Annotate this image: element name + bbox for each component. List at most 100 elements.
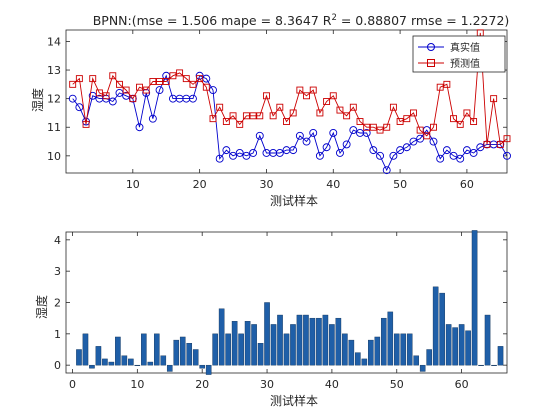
bar — [329, 324, 335, 366]
data-point-actual — [215, 154, 224, 163]
bottom-x-tick-label: 40 — [325, 378, 339, 391]
data-point-predicted — [483, 140, 491, 148]
bar — [238, 333, 244, 366]
data-point-predicted — [142, 86, 150, 94]
data-point-predicted — [423, 132, 431, 140]
data-point-actual — [469, 149, 478, 157]
bar — [173, 339, 180, 366]
top-y-tick-label: 12 — [47, 93, 61, 106]
data-point-predicted — [416, 126, 424, 134]
bar — [134, 364, 141, 366]
bar — [82, 333, 89, 366]
bar — [432, 286, 439, 366]
data-point-predicted — [410, 109, 417, 117]
data-point-predicted — [249, 112, 257, 120]
top-y-tick-label: 10 — [47, 150, 61, 163]
data-point-predicted — [95, 89, 103, 97]
data-point-predicted — [216, 103, 224, 111]
bar — [348, 339, 355, 366]
bar — [303, 314, 309, 366]
bottom-bar-chart: 测试样本 湿度 0 10 20 30 40 50 60 0 1 2 3 4 — [34, 230, 508, 408]
data-point-actual — [75, 103, 84, 112]
data-point-predicted — [89, 75, 97, 83]
data-point-predicted — [450, 115, 457, 123]
data-point-predicted — [363, 123, 371, 131]
bar — [257, 343, 264, 366]
data-point-predicted — [162, 78, 170, 85]
data-point-predicted — [289, 109, 297, 117]
bar — [244, 321, 251, 366]
bar — [439, 292, 445, 366]
bar — [166, 364, 173, 372]
bar — [452, 327, 458, 366]
bar — [400, 333, 407, 366]
bar — [212, 333, 218, 366]
bar — [368, 339, 374, 366]
data-point-predicted — [256, 112, 264, 120]
data-point-predicted — [276, 103, 284, 111]
data-point-predicted — [116, 80, 123, 88]
data-point-predicted — [470, 118, 478, 125]
data-point-predicted — [222, 118, 230, 125]
bar — [76, 349, 82, 366]
bar — [153, 333, 160, 366]
bar — [147, 361, 154, 366]
bar — [478, 364, 484, 366]
data-point-predicted — [82, 120, 90, 128]
data-point-actual — [68, 94, 77, 103]
bottom-x-tick-label: 0 — [69, 378, 76, 391]
bar — [108, 361, 115, 366]
data-point-actual — [135, 123, 144, 132]
data-point-predicted — [383, 123, 391, 131]
data-point-predicted — [376, 126, 384, 134]
bar — [322, 314, 329, 366]
top-y-tick-label: 11 — [47, 121, 61, 134]
bar — [89, 364, 95, 369]
bar — [387, 311, 394, 366]
data-point-predicted — [503, 135, 511, 143]
bar — [218, 308, 225, 366]
bar — [309, 317, 316, 366]
data-point-actual — [249, 149, 258, 157]
bar — [186, 343, 193, 366]
data-point-actual — [376, 151, 384, 160]
data-point-actual — [222, 146, 231, 155]
bar — [419, 364, 426, 372]
bar — [484, 314, 491, 366]
bar — [290, 324, 296, 366]
bottom-bars-group — [76, 230, 504, 375]
data-point-predicted — [122, 86, 130, 94]
data-point-predicted — [263, 92, 270, 100]
data-point-predicted — [202, 83, 210, 91]
bar — [179, 336, 186, 366]
data-point-predicted — [129, 95, 137, 103]
data-point-actual — [462, 146, 471, 155]
bottom-y-axis-label: 湿度 — [34, 295, 49, 319]
bar — [491, 364, 497, 366]
data-point-predicted — [403, 115, 411, 123]
bar — [335, 317, 342, 366]
data-point-predicted — [149, 78, 157, 85]
bar — [115, 336, 121, 366]
legend: 真实值 预测值 — [412, 35, 506, 73]
data-point-predicted — [430, 123, 437, 131]
data-point-actual — [329, 129, 338, 137]
data-point-predicted — [456, 120, 464, 128]
bar — [374, 336, 381, 366]
data-point-actual — [396, 146, 405, 155]
data-point-actual — [342, 140, 351, 149]
bar — [296, 314, 303, 366]
legend-label-predicted: 预测值 — [450, 57, 480, 70]
data-point-actual — [336, 149, 344, 157]
data-point-actual — [255, 131, 264, 140]
top-series-group — [68, 29, 511, 175]
top-y-axis-label: 湿度 — [30, 88, 45, 112]
data-point-predicted — [189, 80, 197, 88]
data-point-actual — [362, 129, 371, 137]
bar — [277, 314, 283, 366]
data-point-predicted — [316, 109, 324, 117]
data-point-predicted — [389, 103, 397, 111]
data-point-predicted — [176, 69, 184, 77]
top-x-tick-label: 30 — [259, 178, 273, 191]
